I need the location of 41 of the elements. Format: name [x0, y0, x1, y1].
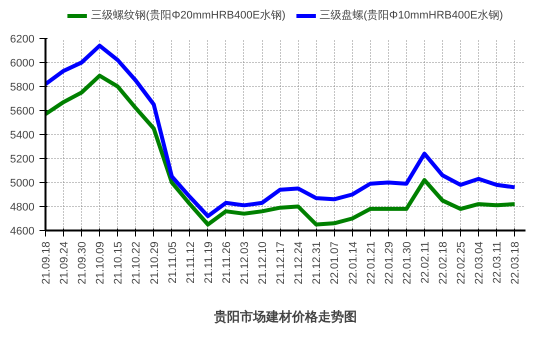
- x-tick-label: 22.01.07: [329, 241, 342, 284]
- x-tick-label: 22.03.11: [492, 241, 504, 284]
- y-tick-label: 6000: [10, 58, 35, 70]
- x-tick-label: 21.11.19: [202, 241, 215, 284]
- text: 贵阳市场建材价格走势图: [213, 309, 357, 324]
- y-tick-label: 5000: [10, 178, 35, 190]
- x-tick-label: 22.02.25: [456, 241, 468, 284]
- x-tick-label: 21.12.03: [238, 241, 251, 284]
- x-tick-label: 21.11.26: [220, 241, 233, 284]
- x-tick-label: 21.09.18: [40, 241, 52, 284]
- y-tick-label: 5800: [10, 82, 35, 94]
- x-tick-label: 22.03.04: [474, 241, 486, 284]
- x-tick-label: 21.12.10: [257, 241, 270, 284]
- x-tick-label: 22.02.18: [437, 241, 450, 284]
- x-tick-label: 21.11.12: [184, 241, 197, 284]
- y-tick-label: 6200: [10, 34, 35, 46]
- x-tick-label: 21.09.30: [76, 241, 89, 284]
- y-tick-label: 4600: [10, 226, 35, 238]
- x-tick-label: 21.12.24: [293, 241, 306, 284]
- x-tick-label: 22.03.18: [510, 241, 522, 284]
- x-tick-label: 21.12.17: [275, 241, 288, 284]
- line-series: [46, 44, 517, 218]
- x-tick-label: 21.12.31: [311, 241, 324, 284]
- x-tick-label: 21.10.09: [94, 241, 107, 284]
- line-series: [46, 74, 517, 226]
- x-tick-label: 22.01.21: [365, 241, 378, 284]
- x-tick-label: 21.10.29: [148, 241, 161, 284]
- x-tick-label: 21.11.05: [166, 241, 179, 284]
- legend-label: 三级盘螺(贵阳Φ10mmHRB400E水钢): [320, 8, 504, 22]
- x-tick-label: 22.01.14: [347, 241, 360, 284]
- y-tick-label: 5400: [10, 130, 35, 142]
- x-tick-label: 22.02.11: [419, 241, 432, 284]
- x-tick-label: 21.10.15: [112, 241, 125, 284]
- y-tick-label: 5200: [10, 154, 35, 166]
- x-tick-label: 21.09.24: [58, 241, 71, 284]
- y-tick-label: 4800: [10, 202, 35, 214]
- legend-label: 三级螺纹钢(贵阳Φ20mmHRB400E水钢): [90, 8, 286, 22]
- y-tick-label: 5600: [10, 106, 35, 118]
- x-tick-label: 22.01.29: [383, 241, 396, 284]
- x-tick-label: 21.10.22: [130, 241, 143, 284]
- x-tick-label: 22.01.30: [401, 241, 414, 284]
